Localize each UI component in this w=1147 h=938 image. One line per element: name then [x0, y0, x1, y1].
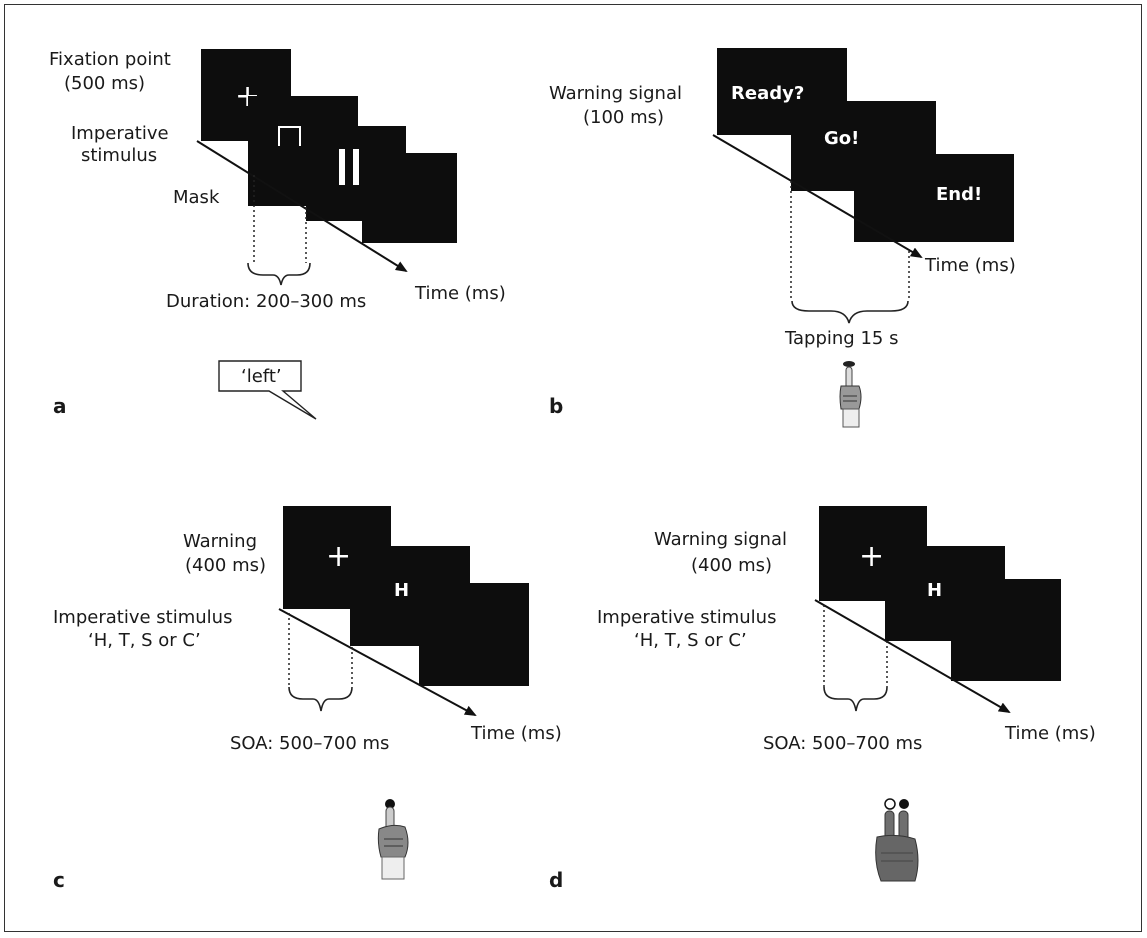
ready-text: Ready?: [731, 83, 804, 104]
tapping-brace: [791, 300, 909, 324]
duration-label: Duration: 200–300 ms: [166, 291, 366, 312]
soa-label-c: SOA: 500–700 ms: [230, 733, 389, 754]
end-screen: [854, 154, 1014, 242]
figure-canvas: + Fixation point (500 ms) Imperative sti…: [49, 48, 1096, 892]
time-axis-b: [712, 134, 923, 259]
stimulus-letter-d: H: [927, 580, 942, 601]
tapping-label: Tapping 15 s: [784, 328, 898, 349]
warning-duration-label-b: (100 ms): [583, 107, 664, 128]
time-label-c: Time (ms): [470, 723, 562, 744]
warning-cross-c: +: [326, 539, 351, 574]
imperative-label-c: Imperative stimulus: [53, 607, 232, 628]
go-text: Go!: [824, 128, 859, 149]
panel-letter-c: c: [53, 868, 65, 892]
warning-signal-label-b: Warning signal: [549, 83, 682, 104]
index-finger-icon: [377, 799, 409, 880]
options-label-d: ‘H, T, S or C’: [634, 630, 747, 651]
stimulus-symbol: [278, 126, 301, 146]
imperative-label: Imperative: [71, 123, 169, 144]
stimulus-label: stimulus: [81, 145, 157, 166]
time-axis-a: [196, 140, 408, 273]
blank-screen-d: [951, 579, 1061, 681]
panel-letter-b: b: [549, 394, 563, 418]
mask-label: Mask: [173, 187, 220, 208]
soa-brace-d: [823, 686, 888, 712]
panel-letter-d: d: [549, 868, 563, 892]
time-label-a: Time (ms): [414, 283, 506, 304]
options-label-c: ‘H, T, S or C’: [88, 630, 201, 651]
soa-brace-c: [288, 686, 353, 712]
time-axis-d: [814, 599, 1011, 713]
warning-duration-label-c: (400 ms): [185, 555, 266, 576]
panel-letter-a: a: [53, 394, 67, 418]
warning-cross-d: +: [859, 539, 884, 574]
time-label-d: Time (ms): [1004, 723, 1096, 744]
mask-bar-left: [339, 149, 345, 185]
speech-text: ‘left’: [241, 366, 282, 387]
panel-a: + Fixation point (500 ms) Imperative sti…: [49, 49, 506, 420]
time-axis-c: [278, 608, 477, 716]
warning-duration-label-d: (400 ms): [691, 555, 772, 576]
soa-label-d: SOA: 500–700 ms: [763, 733, 922, 754]
two-finger-hand-icon: [875, 798, 919, 882]
speech-bubble: [218, 360, 317, 420]
panel-d: + H Warning signal (400 ms) Imperative s…: [549, 506, 1096, 892]
warning-label-c: Warning: [183, 531, 257, 552]
imperative-label-d: Imperative stimulus: [597, 607, 776, 628]
tapping-hand-icon: [839, 361, 862, 428]
duration-brace: [247, 262, 311, 286]
figure-frame: + Fixation point (500 ms) Imperative sti…: [4, 4, 1142, 932]
fixation-duration-label: (500 ms): [64, 73, 145, 94]
mask-bar-right: [353, 149, 359, 185]
fixation-label: Fixation point: [49, 49, 171, 70]
panel-c: + H Warning (400 ms) Imperative stimulus…: [53, 506, 562, 892]
stimulus-letter-c: H: [394, 580, 409, 601]
end-text: End!: [936, 184, 982, 205]
panel-b: Ready? Go! End! Warning signal (100 ms) …: [549, 48, 1016, 428]
time-label-b: Time (ms): [924, 255, 1016, 276]
mask-screen-2: [362, 153, 457, 243]
warning-signal-label-d: Warning signal: [654, 529, 787, 550]
blank-screen-c: [419, 583, 529, 686]
